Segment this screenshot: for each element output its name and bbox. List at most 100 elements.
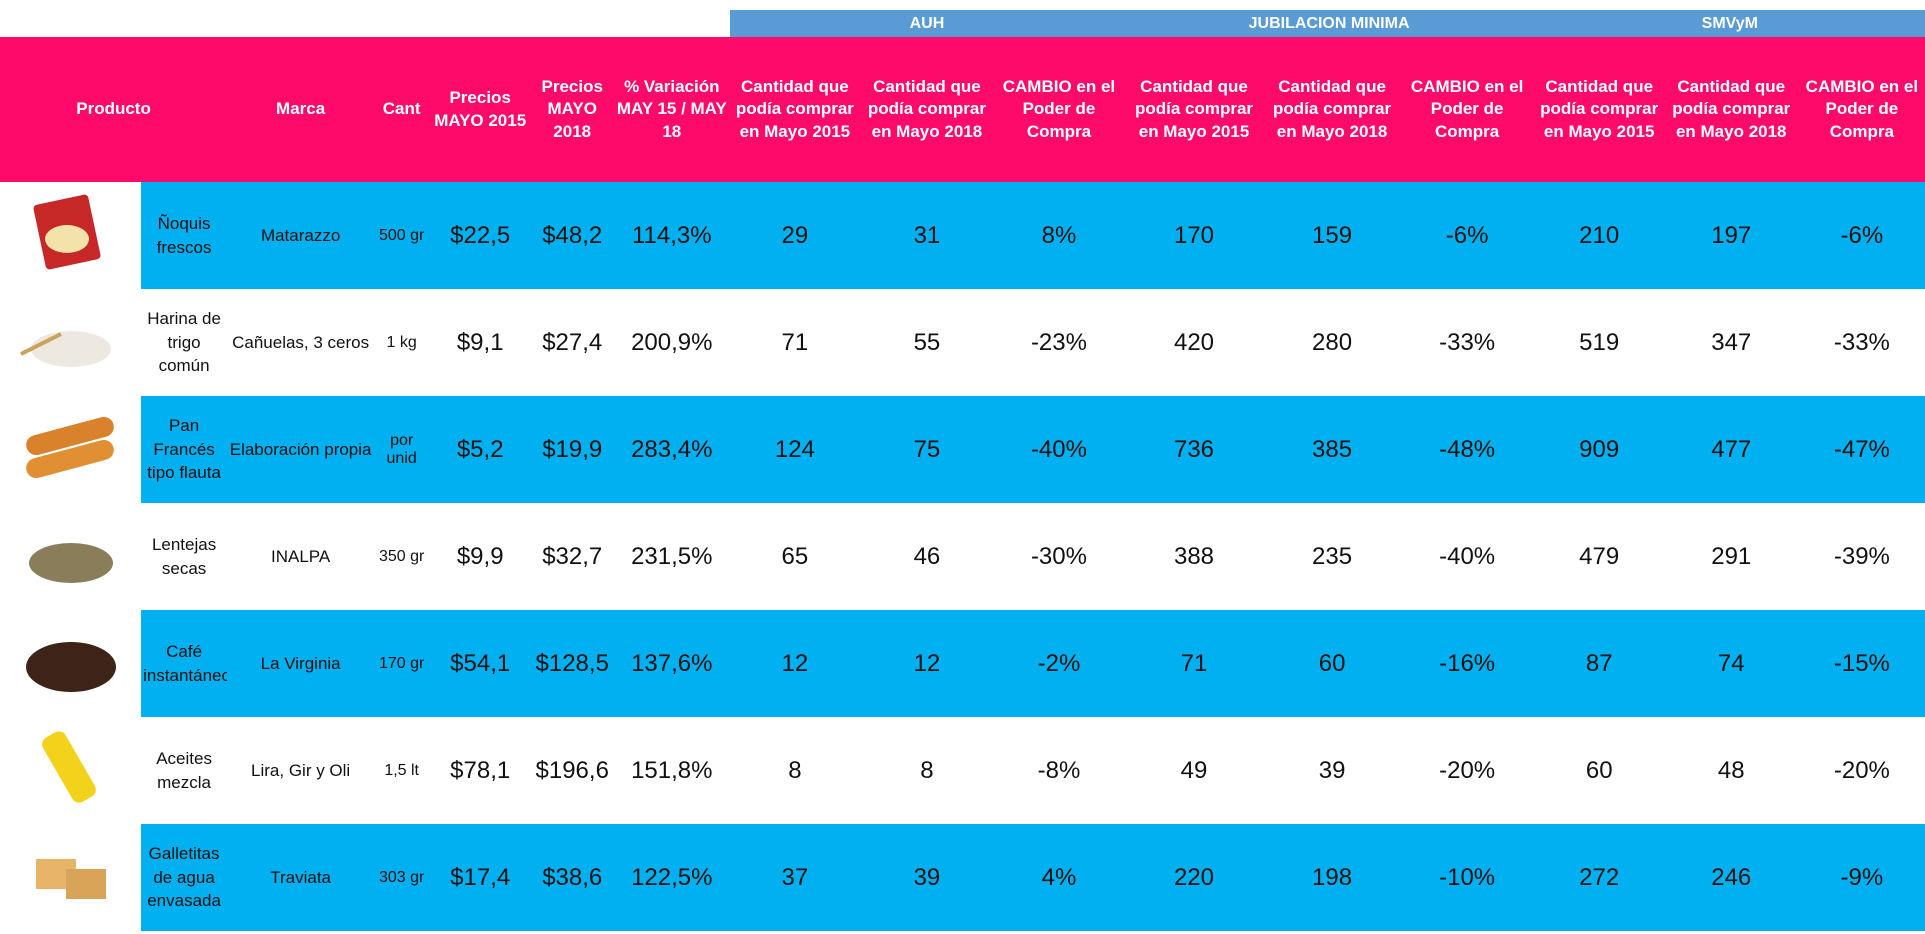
cell: 122,5% <box>613 824 731 931</box>
cell: Galletitas de agua envasada <box>141 824 228 931</box>
cell: Aceites mezcla <box>156 748 212 792</box>
cell: -40% <box>994 396 1124 503</box>
cell: -6% <box>1399 182 1535 289</box>
cell: $9,9 <box>456 542 504 570</box>
cell: $128,5 <box>531 610 614 717</box>
cell: -23% <box>1030 328 1087 356</box>
cell: INALPA <box>271 546 331 566</box>
cell: 49 <box>1180 756 1208 784</box>
cell: Lira, Gir y Oli <box>251 760 351 780</box>
column-header: Cantidad que podía comprar en Mayo 2018 <box>1663 37 1799 182</box>
cell: -6% <box>1798 182 1925 289</box>
data-row: Aceites mezcla Lira, Gir y Oli 1,5 lt $78,1… <box>0 717 1925 824</box>
cell: 231,5% <box>631 542 713 570</box>
cell: -9% <box>1798 824 1925 931</box>
product-image <box>0 503 141 610</box>
cell: -16% <box>1399 610 1535 717</box>
cell: 4% <box>994 824 1124 931</box>
cell: $22,5 <box>429 182 532 289</box>
product-icon <box>41 731 96 803</box>
cell: 220 <box>1123 824 1265 931</box>
cell: Pan Francés tipo flauta <box>141 396 228 503</box>
cell: -39% <box>1833 542 1890 570</box>
header-row: Producto Marca Cant Precios MAYO 2015 Precio… <box>0 37 1925 182</box>
cell: 8% <box>994 182 1124 289</box>
cell: $27,4 <box>542 328 603 356</box>
table-body: AUH JUBILACION MINIMA SMVyM Producto Marca Ca… <box>0 5 1925 931</box>
cell: $17,4 <box>429 824 532 931</box>
column-header: Precios MAYO 2018 <box>531 37 614 182</box>
cell: -8% <box>1037 756 1081 784</box>
column-header: Cant <box>374 37 430 182</box>
cell: 37 <box>730 824 860 931</box>
cell: 272 <box>1534 824 1664 931</box>
cell: 291 <box>1711 542 1752 570</box>
column-header: Marca <box>227 37 375 182</box>
cell: Café instantáneo <box>141 610 228 717</box>
cell: Cañuelas, 3 ceros <box>232 332 370 352</box>
cell: 736 <box>1123 396 1265 503</box>
cell: Traviata <box>227 824 375 931</box>
column-header: CAMBIO en el Poder de Compra <box>1798 37 1925 182</box>
group-blank <box>0 5 731 37</box>
product-image <box>0 182 141 289</box>
cell: 75 <box>859 396 995 503</box>
cell: $19,9 <box>531 396 614 503</box>
cell: -48% <box>1399 396 1535 503</box>
cell: 1,5 lt <box>384 761 419 779</box>
data-row: Lentejas secas INALPA 350 gr $9,9 $32,7 231,5… <box>0 503 1925 610</box>
cell: 48 <box>1717 756 1745 784</box>
column-header: Producto <box>0 37 228 182</box>
data-row: Galletitas de agua envasada Traviata 303 g… <box>0 824 1925 931</box>
product-image <box>0 289 141 396</box>
cell: 477 <box>1663 396 1799 503</box>
cell: $54,1 <box>429 610 532 717</box>
column-header: % Variación MAY 15 / MAY 18 <box>613 37 731 182</box>
cell: $5,2 <box>429 396 532 503</box>
cell: Elaboración propia <box>227 396 375 503</box>
cell: 12 <box>859 610 995 717</box>
cell: 39 <box>859 824 995 931</box>
column-header: Cantidad que podía comprar en Mayo 2015 <box>1534 37 1664 182</box>
group-header-row: AUH JUBILACION MINIMA SMVyM <box>0 5 1925 37</box>
cell: -20% <box>1833 756 1890 784</box>
cell: 479 <box>1579 542 1620 570</box>
cell: Harina de trigo común <box>147 308 221 376</box>
cell: 71 <box>781 328 809 356</box>
cell: 283,4% <box>613 396 731 503</box>
product-image <box>0 396 141 503</box>
product-icon <box>33 194 101 270</box>
cell: La Virginia <box>227 610 375 717</box>
product-icon <box>25 416 114 479</box>
cell: 55 <box>913 328 941 356</box>
cell: 420 <box>1173 328 1215 356</box>
cell: 12 <box>730 610 860 717</box>
cell: $32,7 <box>542 542 603 570</box>
group-header: SMVyM <box>1534 5 1925 37</box>
cell: -2% <box>994 610 1124 717</box>
cell: Matarazzo <box>227 182 375 289</box>
cell: 235 <box>1312 542 1353 570</box>
cell: 170 <box>1123 182 1265 289</box>
cell: -15% <box>1798 610 1925 717</box>
cell: 198 <box>1264 824 1400 931</box>
group-header: JUBILACION MINIMA <box>1123 5 1535 37</box>
cell: Ñoquis frescos <box>141 182 228 289</box>
cell: 60 <box>1264 610 1400 717</box>
cell: 71 <box>1123 610 1265 717</box>
product-icon <box>28 543 113 583</box>
column-header: Cantidad que podía comprar en Mayo 2018 <box>859 37 995 182</box>
cell: $78,1 <box>450 756 511 784</box>
cell: 200,9% <box>631 328 713 356</box>
cell: 137,6% <box>613 610 731 717</box>
cell: 350 gr <box>378 547 425 565</box>
cell: 909 <box>1534 396 1664 503</box>
cell: -33% <box>1439 328 1496 356</box>
cell: 87 <box>1534 610 1664 717</box>
column-header: Precios MAYO 2015 <box>429 37 532 182</box>
cell: 8 <box>920 756 934 784</box>
product-image <box>0 717 141 824</box>
cell: -33% <box>1833 328 1890 356</box>
cell: 31 <box>859 182 995 289</box>
